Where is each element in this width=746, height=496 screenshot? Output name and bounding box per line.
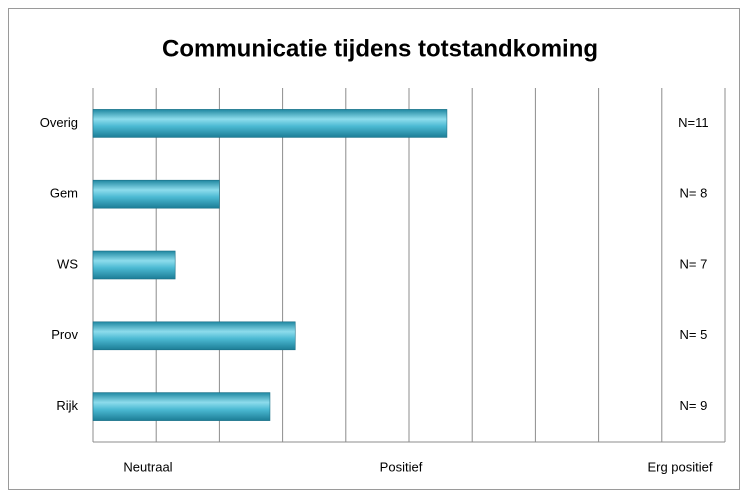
y-tick-label: Rijk [56,398,78,413]
axis-label: Neutraal [123,459,172,474]
y-tick-label: Overig [40,115,78,130]
chart-title: Communicatie tijdens totstandkoming [162,35,598,62]
bar [92,392,271,421]
bar [92,109,448,138]
n-label: N= 7 [679,256,707,271]
axis-label: Positief [380,459,423,474]
y-tick-label: Prov [51,327,78,342]
n-label: N= 5 [679,327,707,342]
bar [92,179,220,209]
bar [92,321,296,351]
n-label-bg [669,397,718,416]
axis-label: Erg positief [647,459,712,474]
n-label: N= 9 [679,398,707,413]
n-label: N= 8 [679,186,707,201]
n-label-bg [669,256,718,274]
n-label: N=11 [678,115,708,130]
y-tick-label: Gem [50,186,78,201]
n-label-bg [669,326,718,345]
y-tick-label: WS [57,256,78,271]
n-label-bg [669,114,718,133]
n-label-bg [669,185,718,204]
bar [92,250,176,280]
